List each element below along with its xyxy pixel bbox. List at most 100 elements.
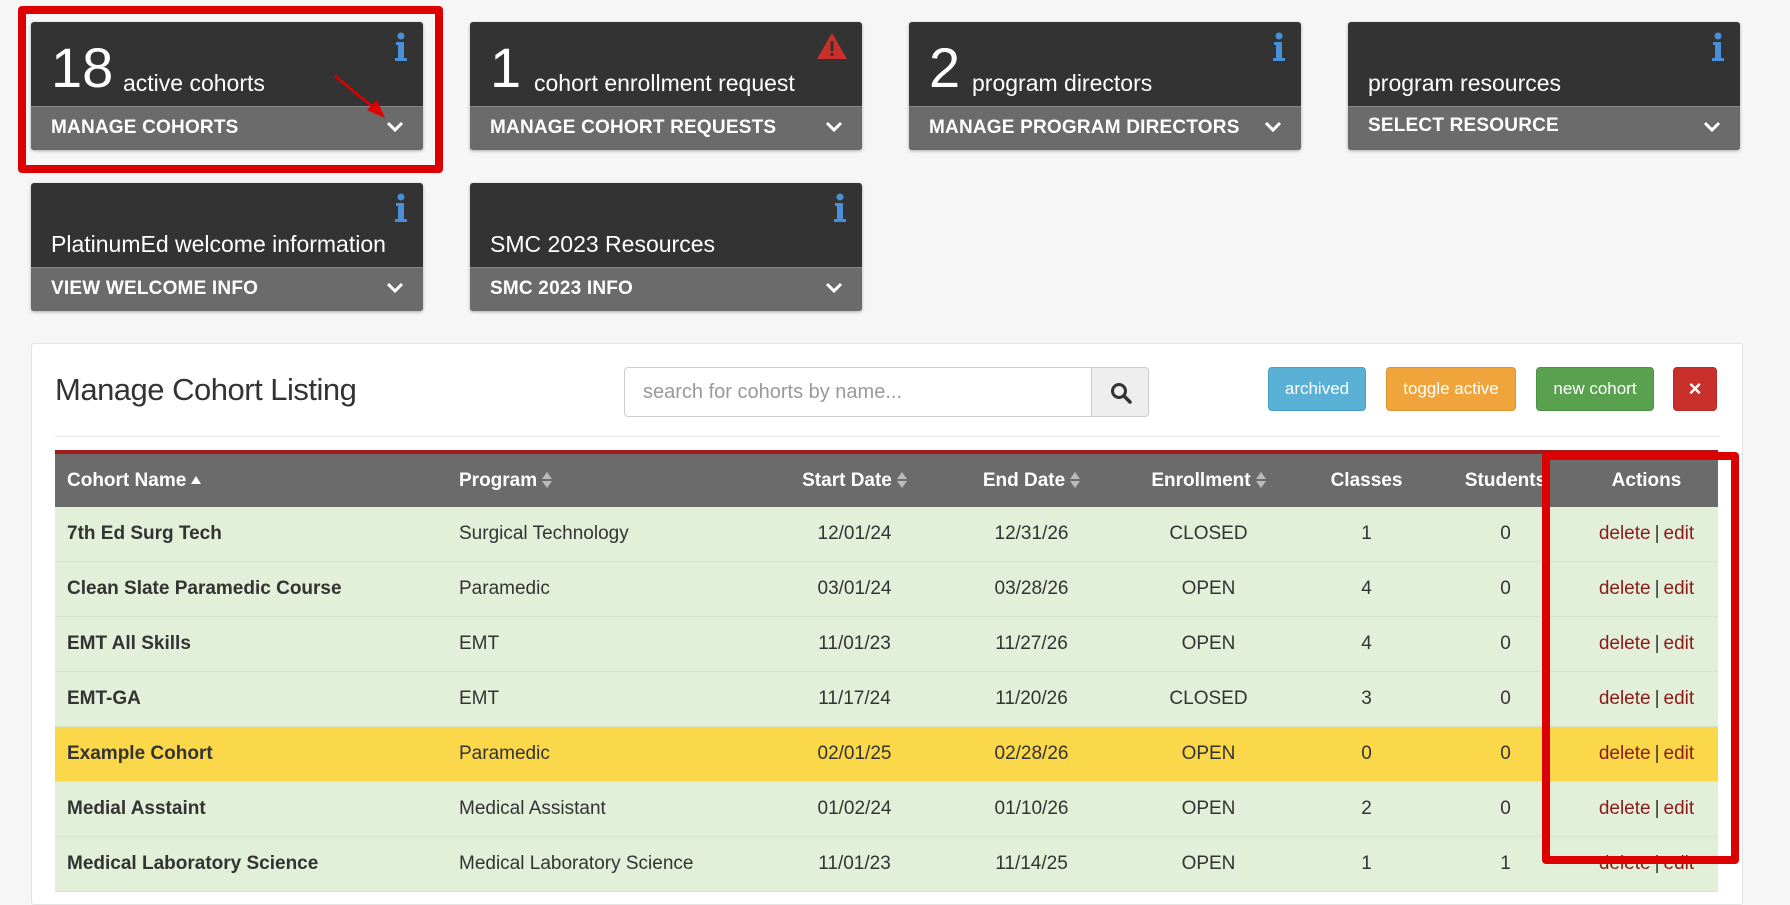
delete-link[interactable]: delete: [1598, 633, 1651, 654]
action-separator: |: [1654, 633, 1660, 654]
edit-link[interactable]: edit: [1663, 743, 1695, 764]
cell-end-date: 12/31/26: [943, 507, 1120, 562]
sort-asc-icon: [191, 476, 202, 485]
cell-program: EMT: [447, 616, 766, 672]
cell-students: 0: [1436, 561, 1575, 617]
smc-info-dropdown[interactable]: SMC 2023 INFO: [470, 267, 862, 311]
cell-start-date: 02/01/25: [766, 726, 943, 782]
cell-program: Surgical Technology: [447, 507, 766, 562]
cell-enrollment: CLOSED: [1120, 507, 1297, 562]
column-header-start-date[interactable]: Start Date: [766, 452, 943, 507]
delete-link[interactable]: delete: [1598, 743, 1651, 764]
card-count: 1: [490, 36, 522, 99]
info-icon[interactable]: [832, 193, 848, 223]
manage-program-directors-dropdown[interactable]: MANAGE PROGRAM DIRECTORS: [909, 106, 1301, 150]
chevron-down-icon: [825, 282, 843, 294]
cell-classes: 0: [1297, 726, 1436, 782]
manage-cohort-panel: Manage Cohort Listing archived toggle ac…: [31, 343, 1743, 905]
highlight-box-cohorts-card: [18, 6, 443, 173]
red-arrow-annotation: [334, 75, 385, 118]
page-title: Manage Cohort Listing: [55, 372, 357, 407]
edit-link[interactable]: edit: [1663, 578, 1695, 599]
cell-end-date: 11/27/26: [943, 616, 1120, 672]
view-welcome-info-dropdown[interactable]: VIEW WELCOME INFO: [31, 267, 423, 311]
cell-students: 0: [1436, 671, 1575, 727]
card-program-directors: 2 program directors MANAGE PROGRAM DIREC…: [909, 22, 1301, 150]
search-input[interactable]: [624, 367, 1092, 417]
cell-classes: 1: [1297, 836, 1436, 892]
info-icon[interactable]: [393, 193, 409, 223]
chevron-down-icon: [825, 121, 843, 133]
edit-link[interactable]: edit: [1663, 523, 1695, 544]
close-button[interactable]: ×: [1673, 367, 1717, 411]
card-enrollment-requests: 1 cohort enrollment request MANAGE COHOR…: [470, 22, 862, 150]
dropdown-label: MANAGE COHORT REQUESTS: [490, 117, 777, 138]
column-header-classes: Classes: [1330, 469, 1403, 491]
edit-link[interactable]: edit: [1663, 688, 1695, 709]
warning-icon[interactable]: [816, 32, 848, 60]
card-header: 18 active cohorts: [31, 22, 423, 106]
column-header-program[interactable]: Program: [447, 452, 766, 507]
card-label: program resources: [1368, 70, 1562, 96]
column-header-end-date[interactable]: End Date: [943, 452, 1120, 507]
new-cohort-button[interactable]: new cohort: [1536, 367, 1654, 411]
edit-link[interactable]: edit: [1663, 633, 1695, 654]
table-row[interactable]: Example Cohort Paramedic 02/01/25 02/28/26 O…: [55, 726, 1718, 782]
table-row[interactable]: 7th Ed Surg Tech Surgical Technology 12/01…: [55, 507, 1718, 562]
table-row[interactable]: EMT-GA EMT 11/17/24 11/20/26 CLOSED 3 0 delete |…: [55, 671, 1718, 727]
card-header: program resources: [1348, 22, 1740, 106]
divider: [55, 436, 1719, 437]
cell-classes: 1: [1297, 507, 1436, 562]
cell-program: EMT: [447, 671, 766, 727]
search-button[interactable]: [1091, 367, 1149, 417]
cell-cohort-name: EMT-GA: [55, 671, 447, 727]
cell-enrollment: OPEN: [1120, 561, 1297, 617]
cell-actions: delete | edit: [1575, 507, 1718, 562]
card-header: 1 cohort enrollment request: [470, 22, 862, 106]
table-header-row: Cohort Name Program Start Date End Date …: [55, 452, 1718, 507]
cell-classes: 2: [1297, 781, 1436, 837]
archived-button[interactable]: archived: [1268, 367, 1366, 411]
highlight-box-actions-column: [1542, 452, 1739, 864]
chevron-down-icon: [386, 282, 404, 294]
cell-end-date: 11/20/26: [943, 671, 1120, 727]
cell-classes: 3: [1297, 671, 1436, 727]
cell-classes: 4: [1297, 561, 1436, 617]
dropdown-label: MANAGE COHORTS: [51, 117, 239, 138]
edit-link[interactable]: edit: [1663, 798, 1695, 819]
card-count: 18: [51, 36, 114, 99]
select-resource-dropdown[interactable]: SELECT RESOURCE: [1348, 106, 1740, 150]
manage-cohort-requests-dropdown[interactable]: MANAGE COHORT REQUESTS: [470, 106, 862, 150]
card-smc-resources: SMC 2023 Resources SMC 2023 INFO: [470, 183, 862, 311]
dropdown-label: SELECT RESOURCE: [1368, 115, 1559, 136]
toggle-active-button[interactable]: toggle active: [1386, 367, 1516, 411]
cell-cohort-name: Medical Laboratory Science: [55, 836, 447, 892]
info-icon[interactable]: [1271, 32, 1287, 62]
cell-enrollment: OPEN: [1120, 616, 1297, 672]
card-label: program directors: [972, 70, 1153, 96]
cell-actions: delete | edit: [1575, 561, 1718, 617]
delete-link[interactable]: delete: [1598, 688, 1651, 709]
cell-cohort-name: EMT All Skills: [55, 616, 447, 672]
delete-link[interactable]: delete: [1598, 798, 1651, 819]
cell-cohort-name: Example Cohort: [55, 726, 447, 782]
table-row[interactable]: EMT All Skills EMT 11/01/23 11/27/26 OPEN 4 0 d…: [55, 616, 1718, 672]
delete-link[interactable]: delete: [1598, 578, 1651, 599]
delete-link[interactable]: delete: [1598, 523, 1651, 544]
action-separator: |: [1654, 523, 1660, 544]
table-row[interactable]: Medial Asstaint Medical Assistant 01/02/24…: [55, 781, 1718, 837]
table-row[interactable]: Medical Laboratory Science Medical Labora…: [55, 836, 1718, 892]
info-icon[interactable]: [1710, 32, 1726, 62]
column-header-enrollment[interactable]: Enrollment: [1120, 452, 1297, 507]
info-icon[interactable]: [393, 32, 409, 62]
cell-actions: delete | edit: [1575, 726, 1718, 782]
cell-students: 0: [1436, 616, 1575, 672]
cell-enrollment: OPEN: [1120, 781, 1297, 837]
manage-cohorts-dropdown[interactable]: MANAGE COHORTS: [31, 106, 423, 150]
card-header: PlatinumEd welcome information: [31, 183, 423, 267]
table-row[interactable]: Clean Slate Paramedic Course Paramedic 03/…: [55, 561, 1718, 617]
cell-students: 0: [1436, 507, 1575, 562]
column-header-cohort-name[interactable]: Cohort Name: [55, 452, 447, 507]
cell-actions: delete | edit: [1575, 616, 1718, 672]
cell-end-date: 11/14/25: [943, 836, 1120, 892]
